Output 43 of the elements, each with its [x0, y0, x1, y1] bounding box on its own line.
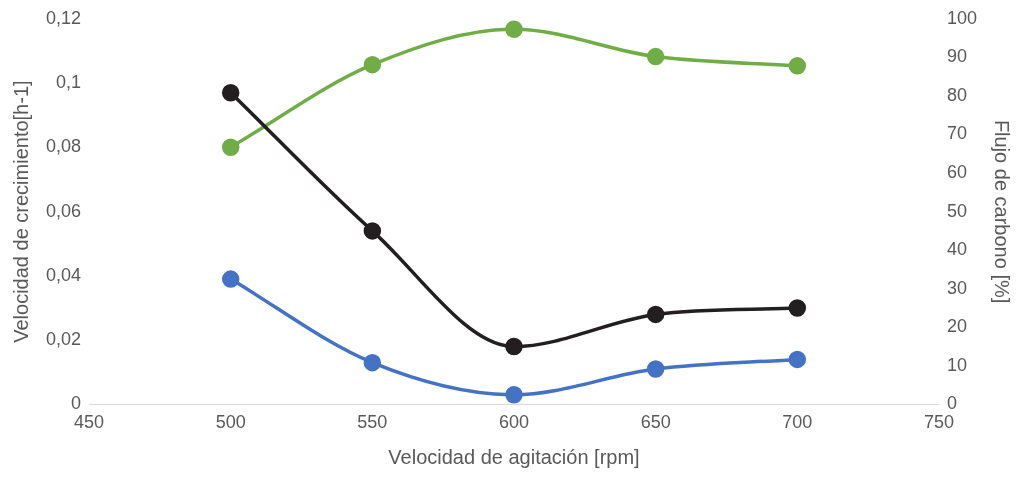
point: [505, 386, 523, 404]
point: [363, 55, 382, 74]
point: [788, 350, 807, 369]
y-tick-label: 0,06: [45, 200, 82, 221]
point: [505, 337, 523, 356]
y2-tick-label: 70: [946, 123, 967, 144]
point: [646, 47, 665, 66]
y2-tick-label: 0: [946, 393, 957, 414]
y2-tick-label: 40: [946, 239, 967, 260]
y-tick-label: 0,08: [45, 136, 82, 157]
x-tick-label: 650: [640, 412, 671, 433]
x-tick-label: 700: [782, 412, 813, 433]
y-tick-label: 0,1: [56, 72, 82, 93]
y2-tick-label: 90: [946, 46, 967, 67]
point: [221, 83, 240, 102]
point: [221, 138, 240, 156]
point: [505, 20, 523, 38]
x-tick-label: 750: [923, 412, 954, 433]
x-tick-label: 450: [74, 412, 105, 433]
y2-tick-label: 80: [946, 84, 967, 105]
y2-axis-title: Flujo de carbono [%]: [991, 119, 1014, 304]
y-tick-label: 0,12: [45, 7, 82, 28]
point: [646, 360, 665, 378]
x-tick-label: 600: [498, 412, 530, 433]
x-tick-label: 550: [357, 412, 388, 433]
point: [788, 57, 807, 75]
y2-tick-label: 100: [946, 7, 978, 28]
point: [363, 353, 382, 372]
y-tick-label: 0,02: [45, 329, 82, 350]
y2-tick-label: 10: [946, 354, 967, 375]
y-tick-label: 0,04: [45, 264, 82, 285]
y2-tick-label: 30: [946, 277, 967, 298]
y2-tick-label: 50: [946, 200, 967, 221]
x-axis-title: Velocidad de agitación [rpm]: [388, 445, 640, 468]
x-tick-label: 500: [215, 412, 246, 433]
y2-tick-label: 20: [946, 316, 967, 337]
point: [646, 305, 665, 324]
y2-tick-label: 60: [946, 162, 967, 183]
point: [221, 270, 240, 288]
point: [788, 299, 807, 317]
y-axis-title: Velocidad de crecimiento[h-1]: [9, 80, 32, 343]
y-tick-label: 0: [71, 393, 82, 414]
point: [363, 222, 382, 240]
